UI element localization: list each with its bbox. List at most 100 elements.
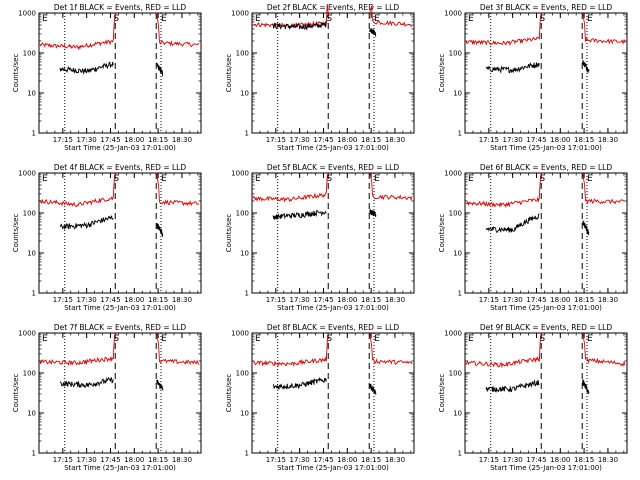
series-events-post (156, 223, 164, 238)
series-lld-pre (465, 332, 542, 369)
series-lld-pre (465, 12, 542, 46)
x-tick-label: 17:45 (313, 456, 333, 464)
y-tick-label: 100 (449, 50, 462, 58)
x-tick-label: 17:45 (313, 296, 333, 304)
plot-frame (38, 12, 202, 134)
y-axis-label: Counts/sec (438, 374, 446, 413)
x-tick-label: 17:45 (100, 136, 120, 144)
panel-title: Det 9f BLACK = Events, RED = LLD (480, 323, 613, 332)
series-lld-post (156, 12, 200, 48)
y-tick-label: 1000 (444, 330, 462, 338)
x-tick-label: 18:30 (172, 296, 192, 304)
series-events-post (156, 379, 164, 391)
y-tick-label: 10 (27, 410, 36, 418)
series-events-pre (59, 214, 114, 230)
series-events-pre (59, 61, 114, 75)
y-tick-label: 10 (240, 90, 249, 98)
x-axis-label: Start Time (25-Jan-03 17:01:00) (490, 464, 602, 472)
detector-panel-7: Det 7f BLACK = Events, RED = LLD 1 10 100 10… (12, 323, 202, 472)
y-tick-label: 100 (23, 50, 36, 58)
x-tick-label: 18:15 (148, 296, 168, 304)
interval-marker-E: E (255, 334, 261, 344)
series-lld-pre (39, 172, 116, 208)
x-tick-label: 18:30 (598, 456, 618, 464)
plot-frame (251, 332, 415, 454)
x-tick-label: 18:15 (574, 296, 594, 304)
interval-marker-E: E (468, 334, 474, 344)
series-events-pre (485, 213, 540, 233)
x-axis-label: Start Time (25-Jan-03 17:01:00) (64, 464, 176, 472)
y-tick-label: 100 (236, 370, 249, 378)
x-tick-label: 18:15 (361, 296, 381, 304)
detector-panel-6: Det 6f BLACK = Events, RED = LLD 1 10 100 10… (438, 163, 628, 312)
y-tick-label: 1000 (444, 170, 462, 178)
x-tick-label: 17:15 (53, 136, 73, 144)
x-tick-label: 17:45 (526, 296, 546, 304)
interval-marker-E: E (468, 174, 474, 184)
series-events-post (369, 383, 377, 395)
plot-frame (38, 172, 202, 294)
x-tick-label: 18:15 (574, 136, 594, 144)
series-lld-post (369, 332, 413, 365)
x-tick-label: 18:00 (124, 136, 144, 144)
series-events-post (369, 209, 377, 218)
interval-marker-E: E (255, 174, 261, 184)
x-axis-label: Start Time (25-Jan-03 17:01:00) (277, 304, 389, 312)
series-lld-pre (39, 12, 116, 51)
x-tick-label: 17:45 (100, 296, 120, 304)
interval-marker-E: E (374, 14, 380, 24)
y-tick-label: 1000 (231, 330, 249, 338)
panel-title: Det 8f BLACK = Events, RED = LLD (267, 323, 400, 332)
series-events-pre (272, 209, 327, 220)
interval-marker-E: E (587, 174, 593, 184)
interval-marker-S: S (326, 334, 332, 344)
x-tick-label: 17:30 (503, 456, 523, 464)
x-tick-label: 17:30 (503, 136, 523, 144)
x-tick-label: 17:15 (479, 296, 499, 304)
panel-title: Det 7f BLACK = Events, RED = LLD (54, 323, 187, 332)
plot-frame (464, 12, 628, 134)
x-tick-label: 18:00 (550, 136, 570, 144)
y-tick-label: 100 (449, 210, 462, 218)
y-axis-label: Counts/sec (12, 214, 20, 253)
x-tick-label: 17:30 (77, 136, 97, 144)
x-tick-label: 18:30 (172, 456, 192, 464)
x-axis-label: Start Time (25-Jan-03 17:01:00) (64, 144, 176, 152)
y-tick-label: 100 (23, 210, 36, 218)
y-axis-label: Counts/sec (12, 374, 20, 413)
x-tick-label: 17:30 (77, 456, 97, 464)
interval-marker-E: E (161, 14, 167, 24)
series-lld-post (369, 5, 413, 27)
detector-panel-2: Det 2f BLACK = Events, RED = LLD 1 10 100 10… (225, 3, 415, 152)
y-axis-label: Counts/sec (225, 54, 233, 93)
x-tick-label: 17:30 (290, 456, 310, 464)
x-tick-label: 18:00 (337, 296, 357, 304)
x-tick-label: 17:45 (526, 456, 546, 464)
interval-marker-S: S (539, 174, 545, 184)
x-tick-label: 17:15 (266, 136, 286, 144)
y-tick-label: 1 (245, 130, 249, 138)
x-tick-label: 17:30 (290, 296, 310, 304)
y-tick-label: 10 (27, 90, 36, 98)
x-tick-label: 17:15 (479, 456, 499, 464)
x-tick-label: 18:15 (361, 456, 381, 464)
series-lld-post (582, 172, 626, 205)
x-axis-label: Start Time (25-Jan-03 17:01:00) (64, 304, 176, 312)
detector-panel-4: Det 4f BLACK = Events, RED = LLD 1 10 100 10… (12, 163, 202, 312)
x-tick-label: 18:00 (337, 136, 357, 144)
interval-marker-S: S (113, 174, 119, 184)
x-tick-label: 17:45 (526, 136, 546, 144)
series-events-pre (485, 61, 540, 74)
detector-panel-9: Det 9f BLACK = Events, RED = LLD 1 10 100 10… (438, 323, 628, 472)
series-lld-pre (465, 172, 542, 209)
series-events-pre (485, 379, 540, 393)
x-tick-label: 17:15 (266, 296, 286, 304)
series-events-post (582, 60, 590, 74)
y-tick-label: 1 (458, 290, 462, 298)
panel-title: Det 2f BLACK = Events, RED = LLD (267, 3, 400, 12)
plot-frame (464, 332, 628, 454)
x-tick-label: 17:15 (266, 456, 286, 464)
x-tick-label: 17:45 (313, 136, 333, 144)
x-tick-label: 18:15 (574, 456, 594, 464)
